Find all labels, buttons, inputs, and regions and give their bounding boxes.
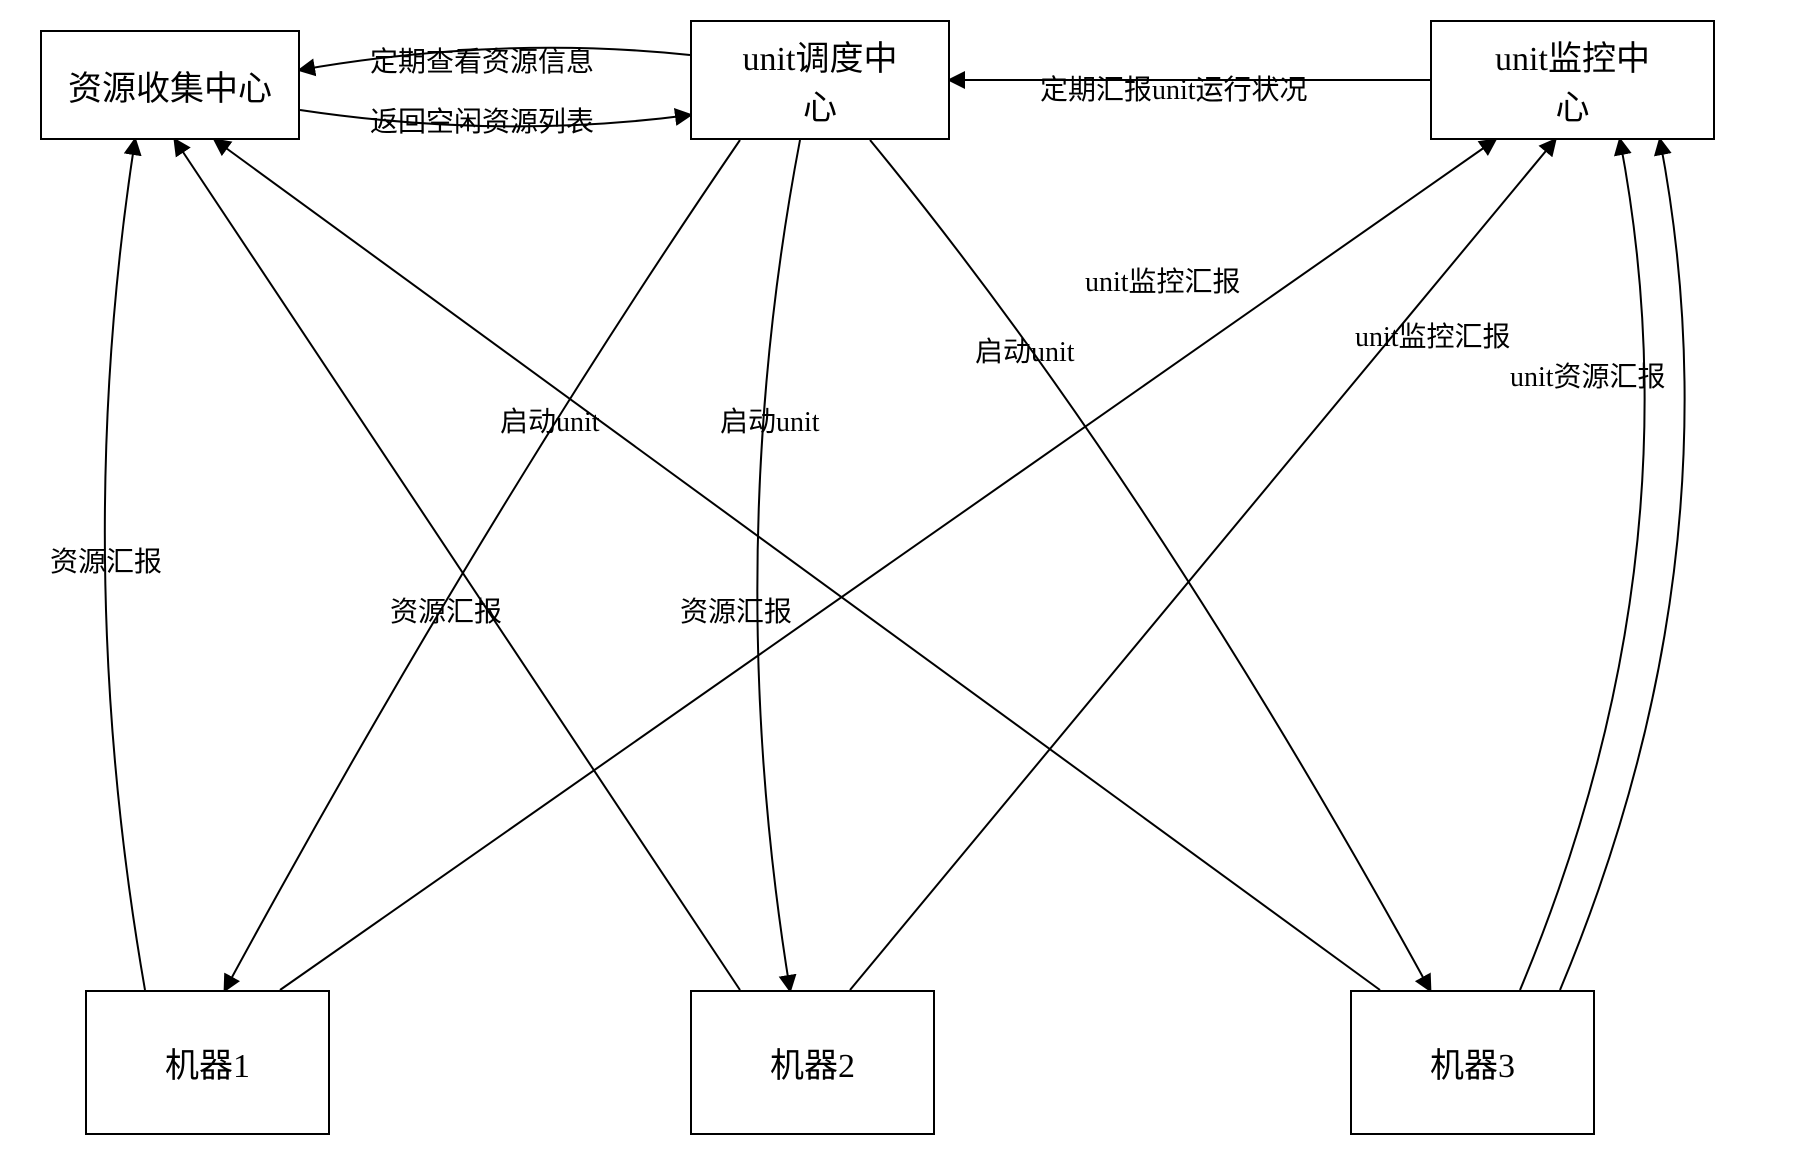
node-machine-1: 机器1 [85, 990, 330, 1135]
edge-e_m3_monb [1560, 140, 1685, 990]
node-monitor-center: unit监控中 心 [1430, 20, 1715, 140]
label-start-3: 启动unit [975, 330, 1075, 370]
edge-e_start_m2 [757, 140, 800, 990]
label-return-idle: 返回空闲资源列表 [370, 100, 594, 140]
edge-e_m2_res [175, 140, 740, 990]
node-machine-3: 机器3 [1350, 990, 1595, 1135]
label-start-2: 启动unit [720, 400, 820, 440]
label-query-resource: 定期查看资源信息 [370, 40, 594, 80]
node-machine-2: 机器2 [690, 990, 935, 1135]
node-dispatch-center: unit调度中 心 [690, 20, 950, 140]
label-res-rep-1: 资源汇报 [50, 540, 162, 580]
label-res-rep-3: 资源汇报 [680, 590, 792, 630]
edge-e_m1_mon [280, 140, 1495, 990]
label-unit-mon-2: unit监控汇报 [1355, 315, 1511, 355]
label-report-status: 定期汇报unit运行状况 [1040, 68, 1308, 108]
label-unit-mon-1: unit监控汇报 [1085, 260, 1241, 300]
edge-e_m3_mon [1520, 140, 1645, 990]
label-unit-res: unit资源汇报 [1510, 355, 1666, 395]
edge-e_start_m1 [225, 140, 740, 990]
label-res-rep-2: 资源汇报 [390, 590, 502, 630]
node-resource-center: 资源收集中心 [40, 30, 300, 140]
label-start-1: 启动unit [500, 400, 600, 440]
